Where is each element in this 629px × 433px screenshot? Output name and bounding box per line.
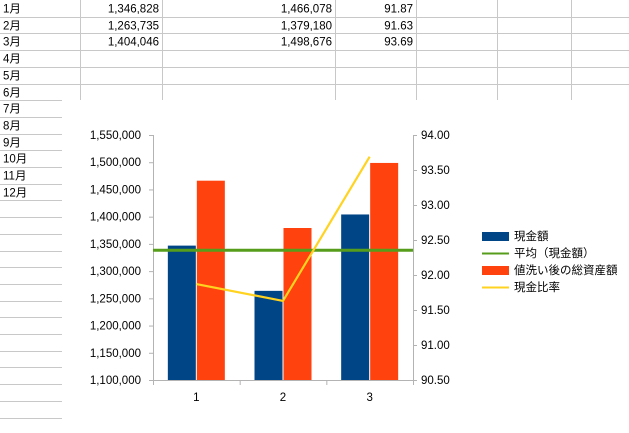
y-right-tick-label: 94.00 — [421, 130, 450, 142]
y-left-tick-label: 1,300,000 — [90, 266, 141, 278]
y-right-tick-label: 91.50 — [421, 305, 450, 317]
sheet-cells: 1月 2月 3月 4月 5月 6月 7月 8月 9月 10月 11月 12月 1,346,828 1,46… — [3, 4, 413, 200]
legend-label: 平均（現金額） — [514, 246, 595, 260]
bar — [254, 290, 283, 380]
row-label: 8月 — [3, 121, 21, 133]
table-cell: 1,263,735 — [108, 21, 159, 33]
legend-swatch — [482, 266, 509, 275]
x-tick-label: 2 — [280, 392, 286, 404]
y-left-tick-label: 1,100,000 — [90, 375, 141, 387]
row-label: 12月 — [3, 188, 27, 200]
chart-lines — [153, 156, 413, 303]
y-left-tick-label: 1,550,000 — [90, 130, 141, 142]
table-cell: 91.87 — [384, 4, 413, 16]
x-tick-label: 3 — [366, 392, 372, 404]
y-left-tick-label: 1,250,000 — [90, 293, 141, 305]
legend-label: 現金比率 — [514, 280, 560, 294]
row-label: 5月 — [3, 71, 21, 83]
y-left-tick-label: 1,150,000 — [90, 348, 141, 360]
table-cell: 93.69 — [384, 37, 413, 49]
y-left-tick-label: 1,200,000 — [90, 321, 141, 333]
row-label: 11月 — [3, 171, 26, 183]
row-label: 10月 — [3, 154, 27, 166]
y-right-tick-label: 93.00 — [421, 200, 450, 212]
legend-label: 値洗い後の総資産額 — [514, 263, 618, 277]
table-cell: 1,379,180 — [281, 21, 332, 33]
chart-bars — [167, 162, 399, 380]
row-label: 4月 — [3, 54, 21, 66]
row-label: 7月 — [3, 104, 21, 116]
bar — [370, 162, 399, 380]
row-label: 2月 — [3, 21, 21, 33]
chart-axes — [149, 135, 417, 385]
y-right-tick-label: 92.50 — [421, 235, 450, 247]
row-label: 3月 — [3, 37, 21, 49]
row-label: 9月 — [3, 138, 21, 150]
chart-ticks: 1,100,000 1,150,000 1,200,000 1,250,000 1,30… — [90, 130, 450, 404]
row-label: 6月 — [3, 88, 21, 100]
row-label: 1月 — [3, 4, 21, 16]
table-cell: 91.63 — [384, 21, 413, 33]
table-cell: 1,466,078 — [281, 4, 332, 16]
bar — [283, 228, 312, 380]
y-right-tick-label: 90.50 — [421, 375, 450, 387]
bar — [196, 180, 225, 380]
y-left-tick-label: 1,450,000 — [90, 184, 141, 196]
bar — [167, 245, 196, 380]
y-left-tick-label: 1,350,000 — [90, 239, 141, 251]
ratio-line — [196, 156, 371, 303]
y-left-tick-label: 1,500,000 — [90, 157, 141, 169]
y-right-tick-label: 92.00 — [421, 270, 450, 282]
bar — [341, 214, 370, 380]
table-cell: 1,498,676 — [281, 37, 332, 49]
table-cell: 1,404,046 — [108, 37, 159, 49]
legend-swatch — [482, 232, 509, 241]
y-right-tick-label: 91.00 — [421, 340, 450, 352]
legend-label: 現金額 — [514, 229, 549, 243]
x-tick-label: 1 — [193, 392, 199, 404]
y-left-tick-label: 1,400,000 — [90, 212, 141, 224]
y-right-tick-label: 93.50 — [421, 165, 450, 177]
table-cell: 1,346,828 — [108, 4, 159, 16]
